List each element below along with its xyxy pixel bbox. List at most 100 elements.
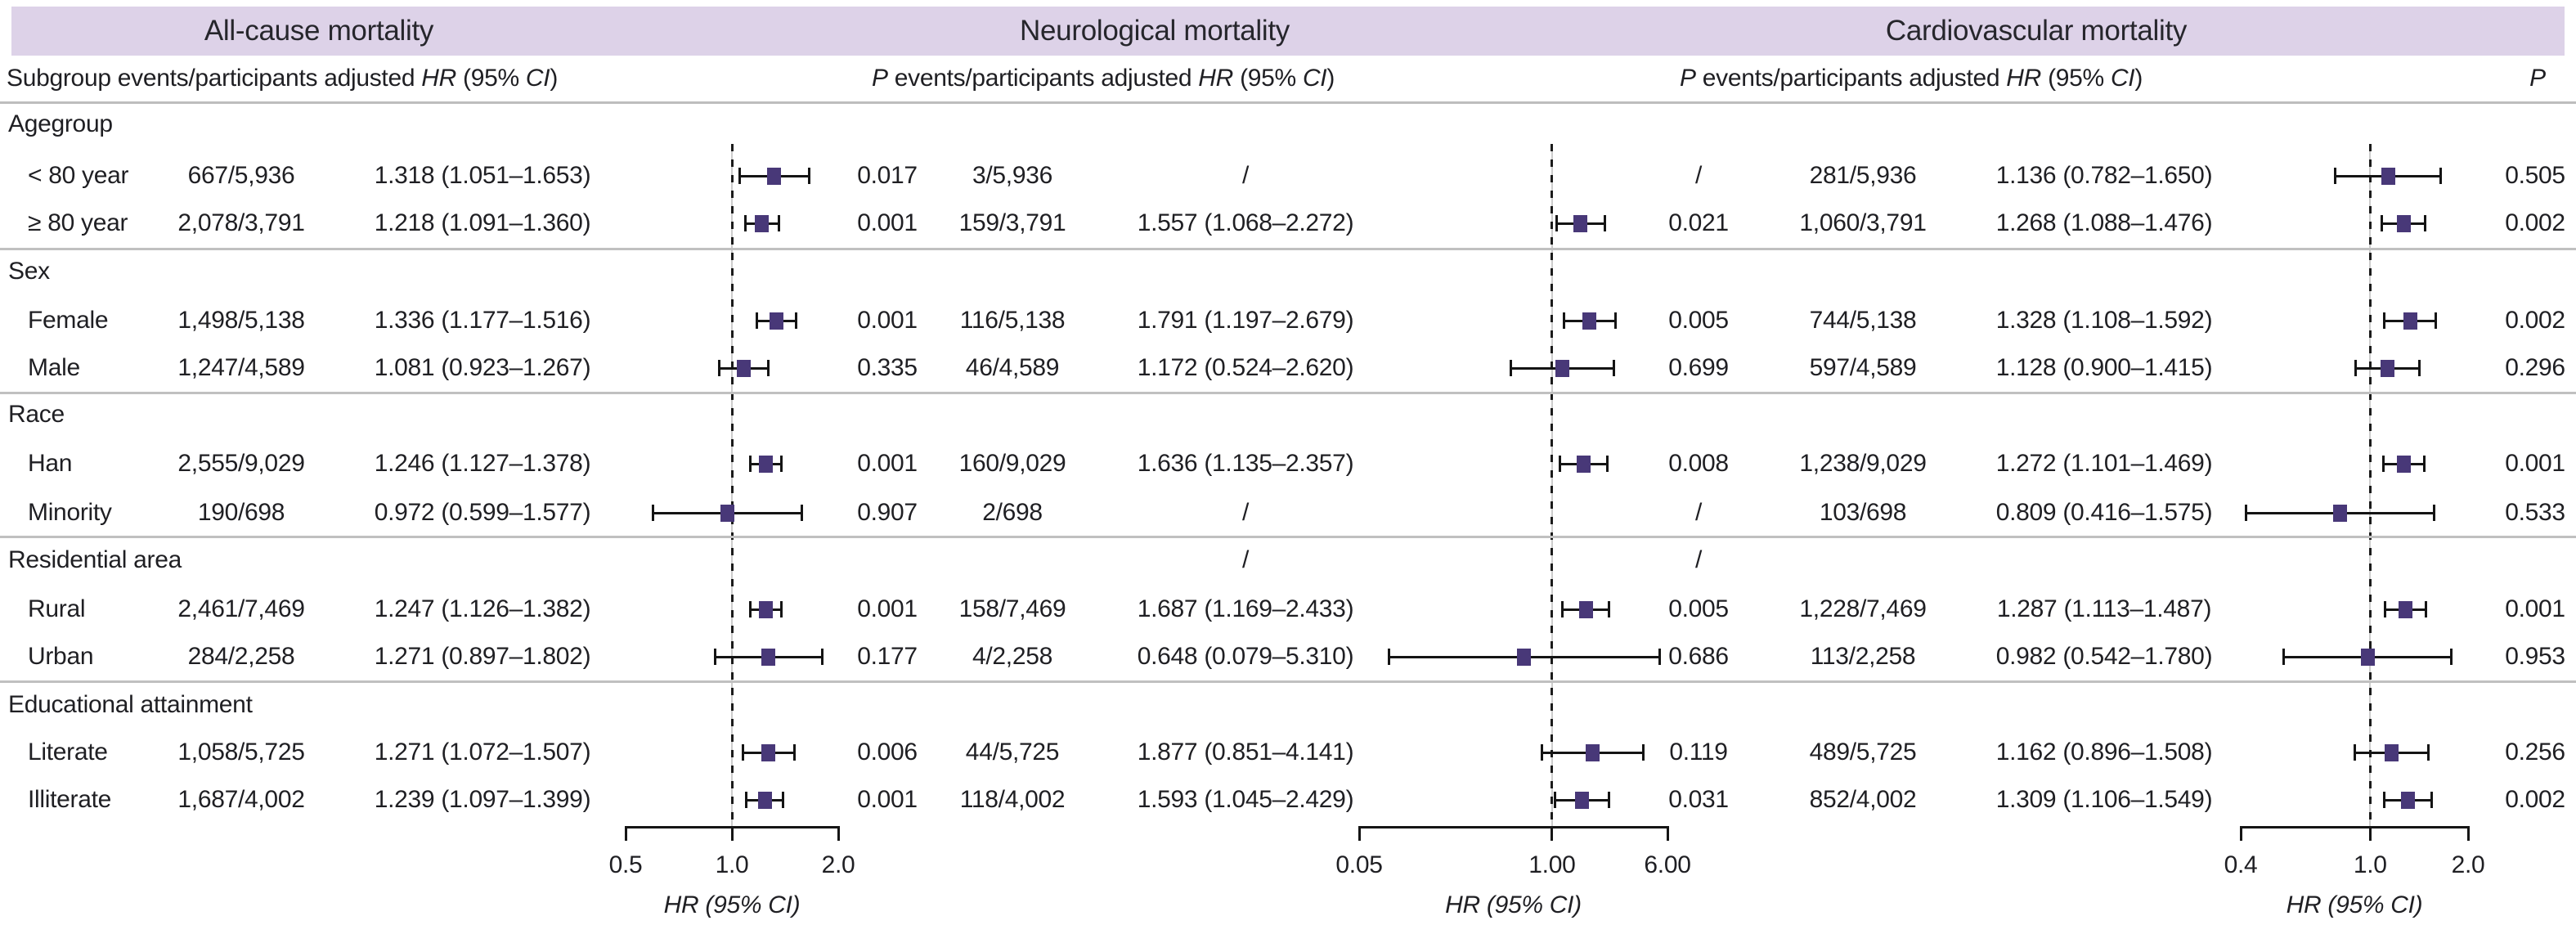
- ci-cap-right: [1604, 215, 1607, 231]
- ci-cap-right: [2450, 649, 2453, 665]
- ci-cap-right: [800, 505, 803, 521]
- axis-tick: [1666, 826, 1669, 841]
- hr-point-marker: [761, 648, 776, 666]
- panel-title: Cardiovascular mortality: [1885, 15, 2188, 47]
- ci-cap-left: [741, 744, 744, 761]
- p-value-cell: 0.119: [1669, 739, 1728, 766]
- ci-cap-left: [1387, 649, 1390, 665]
- subgroup-label: Han: [28, 450, 73, 477]
- axis-tick-label: 0.5: [608, 851, 643, 878]
- axis-tick-label: 0.05: [1335, 851, 1383, 878]
- p-value-cell: 0.001: [857, 307, 918, 334]
- ci-cap-left: [738, 168, 741, 184]
- events-cell: 1,238/9,029: [1799, 450, 1927, 477]
- ci-cap-right: [782, 792, 785, 808]
- events-cell: 1,498/5,138: [177, 307, 305, 334]
- p-value-cell: 0.177: [857, 643, 918, 670]
- hr-point-marker: [1555, 359, 1569, 377]
- column-header-text: events/participants adjusted: [1695, 65, 2007, 92]
- p-value-cell: 0.005: [1668, 595, 1729, 622]
- p-value-cell: 0.699: [1668, 354, 1729, 381]
- p-value-cell: 0.005: [1668, 307, 1729, 334]
- ci-cap-right: [1658, 649, 1661, 665]
- hr-ci-cell: 1.246 (1.127–1.378): [374, 450, 591, 477]
- events-cell: 1,247/4,589: [177, 354, 305, 381]
- axis-tick: [2368, 826, 2372, 841]
- hr-ci-cell: 0.809 (0.416–1.575): [1995, 499, 2213, 526]
- axis-line: [1358, 826, 1668, 828]
- p-value-cell: 0.021: [1668, 209, 1729, 236]
- events-cell: 489/5,725: [1809, 739, 1917, 766]
- events-cell: 852/4,002: [1809, 786, 1917, 813]
- axis-title: HR (95% CI): [2286, 891, 2423, 918]
- section-label: Residential area: [8, 546, 182, 573]
- events-cell: 46/4,589: [965, 354, 1060, 381]
- axis-tick: [1358, 826, 1361, 841]
- events-cell: 158/7,469: [958, 595, 1066, 622]
- ci-cap-right: [793, 744, 797, 761]
- ci-cap-right: [1642, 744, 1645, 761]
- ci-cap-right: [2426, 744, 2430, 761]
- hr-point-marker: [761, 743, 776, 761]
- hr-ci-cell: 1.309 (1.106–1.549): [1995, 786, 2213, 813]
- ci-cap-left: [1560, 601, 1564, 617]
- hr-ci-cell: 1.268 (1.088–1.476): [1995, 209, 2213, 236]
- hr-ci-cell: 0.972 (0.599–1.577): [374, 499, 591, 526]
- subgroup-label: Minority: [28, 499, 112, 526]
- ci-cap-right: [780, 601, 783, 617]
- column-header-italic: P: [872, 65, 888, 92]
- ci-cap-left: [1540, 744, 1543, 761]
- column-header-italic: HR: [421, 65, 457, 92]
- ci-cap-right: [1614, 312, 1617, 329]
- hr-ci-cell: 1.128 (0.900–1.415): [1995, 354, 2213, 381]
- ci-cap-left: [2245, 505, 2248, 521]
- section-divider: [0, 680, 2576, 683]
- events-cell: 667/5,936: [187, 162, 295, 189]
- p-value-cell: 0.001: [857, 595, 918, 622]
- ci-cap-left: [714, 649, 717, 665]
- events-cell: 2,078/3,791: [177, 209, 305, 236]
- hr-point-marker: [1575, 791, 1590, 809]
- axis-tick: [730, 826, 734, 841]
- hr-point-marker: [2399, 600, 2413, 618]
- ci-cap-left: [743, 215, 747, 231]
- p-value-cell: 0.686: [1668, 643, 1729, 670]
- events-cell: 159/3,791: [958, 209, 1066, 236]
- events-cell: 1,228/7,469: [1799, 595, 1927, 622]
- events-cell: 2/698: [982, 499, 1043, 526]
- p-value-cell: 0.008: [1668, 450, 1729, 477]
- ci-cap-left: [652, 505, 655, 521]
- axis-tick-label: 0.4: [2224, 851, 2258, 878]
- section-divider: [0, 248, 2576, 250]
- ci-cap-right: [1608, 792, 1611, 808]
- column-header-italic: HR: [2006, 65, 2042, 92]
- p-value-cell: /: [1694, 499, 1703, 526]
- ci-cap-right: [2430, 792, 2434, 808]
- axis-tick: [2466, 826, 2470, 841]
- hr-ci-cell: 1.172 (0.524–2.620): [1137, 354, 1354, 381]
- reference-line: [730, 144, 734, 826]
- reference-line: [2368, 144, 2372, 826]
- p-value-cell: 0.296: [2505, 354, 2565, 381]
- ci-cap-left: [1559, 456, 1562, 472]
- p-value-cell: 0.001: [857, 209, 918, 236]
- p-value-cell: 0.002: [2505, 786, 2565, 813]
- axis-tick: [1551, 826, 1554, 841]
- hr-ci-cell: 1.272 (1.101–1.469): [1995, 450, 2213, 477]
- column-header-text: Subgroup events/participants adjusted: [7, 65, 422, 92]
- hr-ci-cell: 1.247 (1.126–1.382): [374, 595, 591, 622]
- hr-point-marker: [1582, 312, 1597, 330]
- column-header-text: ): [1326, 65, 1335, 92]
- column-header-text: (95%: [2041, 65, 2111, 92]
- ci-cap-right: [1605, 456, 1609, 472]
- section-divider: [0, 536, 2576, 538]
- ci-cap-left: [748, 456, 752, 472]
- events-cell: 118/4,002: [959, 786, 1066, 813]
- p-value-cell: /: [1694, 546, 1703, 573]
- hr-point-marker: [1577, 455, 1591, 473]
- ci-cap-right: [778, 215, 781, 231]
- hr-ci-cell: 1.557 (1.068–2.272): [1137, 209, 1354, 236]
- ci-cap-right: [794, 312, 797, 329]
- hr-ci-cell: 1.218 (1.091–1.360): [374, 209, 591, 236]
